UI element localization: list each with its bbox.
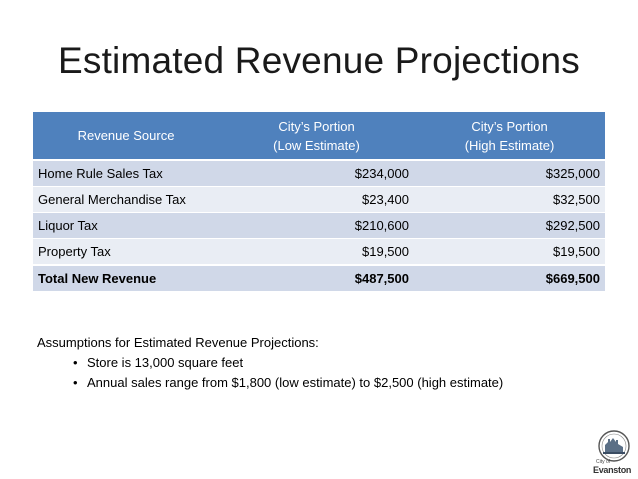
- table-row: Property Tax $19,500 $19,500: [33, 238, 605, 266]
- bullet-icon: •: [73, 355, 78, 370]
- row-high-value: $325,000: [414, 160, 605, 187]
- row-source: General Merchandise Tax: [33, 186, 219, 213]
- total-label: Total New Revenue: [33, 264, 219, 292]
- list-item: • Store is 13,000 square feet: [73, 353, 503, 373]
- page-title: Estimated Revenue Projections: [57, 40, 580, 81]
- header-high-line1: City’s Portion: [471, 118, 548, 134]
- header-high-estimate: City’s Portion (High Estimate): [414, 112, 605, 161]
- city-seal-icon: [598, 430, 630, 462]
- row-source: Liquor Tax: [33, 212, 219, 239]
- assumptions-list: • Store is 13,000 square feet • Annual s…: [37, 353, 503, 393]
- table-total-row: Total New Revenue $487,500 $669,500: [33, 264, 605, 292]
- table-row: Home Rule Sales Tax $234,000 $325,000: [33, 160, 605, 187]
- logo-small-text: City of: [596, 459, 611, 465]
- bullet-icon: •: [73, 375, 78, 390]
- row-low-value: $234,000: [219, 160, 414, 187]
- total-high-value: $669,500: [414, 264, 605, 292]
- row-low-value: $23,400: [219, 186, 414, 213]
- row-low-value: $210,600: [219, 212, 414, 239]
- row-high-value: $19,500: [414, 238, 605, 266]
- list-item: • Annual sales range from $1,800 (low es…: [73, 373, 504, 393]
- table-row: General Merchandise Tax $23,400 $32,500: [33, 186, 605, 213]
- header-low-line2: (Low Estimate): [273, 137, 360, 153]
- revenue-table: Revenue Source City’s Portion (Low Estim…: [33, 112, 605, 292]
- logo-name: Evanston: [593, 465, 632, 475]
- row-high-value: $292,500: [414, 212, 605, 239]
- header-high-line2: (High Estimate): [464, 137, 555, 153]
- row-low-value: $19,500: [219, 238, 414, 266]
- header-low-line1: City’s Portion: [278, 118, 355, 134]
- assumptions-heading: Assumptions for Estimated Revenue Projec…: [37, 335, 319, 350]
- table-row: Liquor Tax $210,600 $292,500: [33, 212, 605, 239]
- row-high-value: $32,500: [414, 186, 605, 213]
- assumption-text: Store is 13,000 square feet: [87, 355, 244, 370]
- row-source: Property Tax: [33, 238, 219, 266]
- header-low-estimate: City’s Portion (Low Estimate): [219, 112, 414, 161]
- total-low-value: $487,500: [219, 264, 414, 292]
- row-source: Home Rule Sales Tax: [33, 160, 219, 187]
- assumption-text: Annual sales range from $1,800 (low esti…: [87, 375, 504, 390]
- table-header-row: Revenue Source City’s Portion (Low Estim…: [33, 112, 605, 161]
- assumptions-block: Assumptions for Estimated Revenue Projec…: [37, 333, 503, 393]
- header-revenue-source: Revenue Source: [33, 112, 219, 161]
